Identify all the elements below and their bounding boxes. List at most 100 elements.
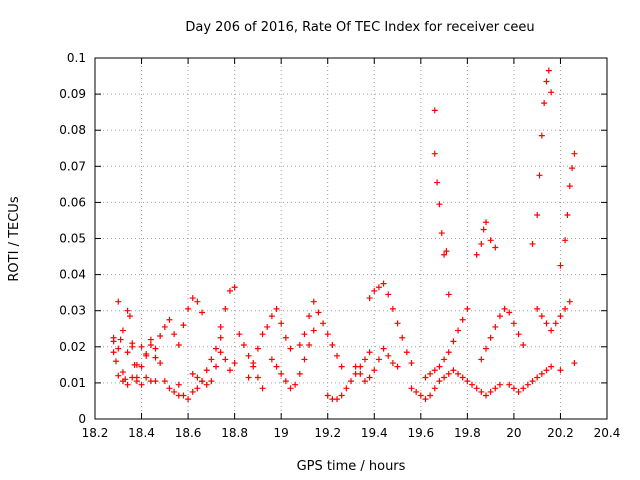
data-point <box>371 367 378 374</box>
data-point <box>287 345 294 352</box>
data-point <box>562 237 569 244</box>
data-point <box>515 331 522 338</box>
data-point <box>562 305 569 312</box>
data-point <box>273 363 280 370</box>
data-point <box>422 396 429 403</box>
data-point <box>422 374 429 381</box>
data-point <box>431 150 438 157</box>
data-point <box>329 341 336 348</box>
data-point <box>194 385 201 392</box>
data-point <box>166 316 173 323</box>
data-point <box>501 305 508 312</box>
data-point <box>282 334 289 341</box>
data-point <box>268 356 275 363</box>
x-tick-label: 20 <box>506 426 521 440</box>
data-point <box>171 388 178 395</box>
grid-lines <box>95 58 607 419</box>
data-point <box>175 341 182 348</box>
data-point <box>292 381 299 388</box>
data-point <box>157 360 164 367</box>
data-point <box>324 331 331 338</box>
data-point <box>119 327 126 334</box>
data-point <box>506 381 513 388</box>
data-point <box>161 323 168 330</box>
data-point <box>450 338 457 345</box>
data-point <box>427 392 434 399</box>
data-point <box>566 183 573 190</box>
y-tick-label: 0.1 <box>67 51 86 65</box>
data-point <box>231 360 238 367</box>
data-point <box>273 305 280 312</box>
data-point <box>434 179 441 186</box>
data-point <box>408 385 415 392</box>
x-tick-label: 20.4 <box>594 426 621 440</box>
data-point <box>301 331 308 338</box>
data-point <box>487 237 494 244</box>
data-point <box>213 345 220 352</box>
data-point <box>189 370 196 377</box>
data-point <box>506 309 513 316</box>
data-point <box>208 356 215 363</box>
data-point <box>352 363 359 370</box>
data-point <box>482 392 489 399</box>
y-tick-label: 0.01 <box>59 376 86 390</box>
data-point <box>413 388 420 395</box>
data-point <box>194 374 201 381</box>
data-point <box>436 378 443 385</box>
data-point <box>117 336 124 343</box>
data-point <box>138 363 145 370</box>
data-point <box>515 388 522 395</box>
x-axis-tick-labels: 18.2 18.4 18.6 18.8 19 19.2 19.4 19.6 19.8 20 20.2… <box>82 426 621 440</box>
data-point <box>427 370 434 377</box>
data-point <box>473 385 480 392</box>
data-point <box>464 378 471 385</box>
data-point <box>385 352 392 359</box>
data-point <box>473 251 480 258</box>
data-point <box>147 341 154 348</box>
data-point <box>534 374 541 381</box>
x-tick-label: 18.2 <box>82 426 109 440</box>
data-point <box>480 226 487 233</box>
data-point <box>380 345 387 352</box>
data-point <box>315 309 322 316</box>
data-point <box>380 280 387 287</box>
data-point <box>119 378 126 385</box>
data-point <box>403 349 410 356</box>
data-point <box>138 343 145 350</box>
data-point <box>482 345 489 352</box>
data-point <box>478 240 485 247</box>
data-point <box>124 381 131 388</box>
data-point <box>529 378 536 385</box>
data-point <box>310 327 317 334</box>
data-point <box>441 374 448 381</box>
data-point <box>394 320 401 327</box>
data-point <box>338 392 345 399</box>
data-point <box>520 341 527 348</box>
data-point <box>110 334 117 341</box>
data-point <box>254 374 261 381</box>
data-point <box>436 363 443 370</box>
data-point <box>385 291 392 298</box>
data-point <box>287 385 294 392</box>
data-point <box>147 336 154 343</box>
data-point <box>250 360 257 367</box>
data-point <box>459 316 466 323</box>
data-point <box>534 212 541 219</box>
data-point <box>459 374 466 381</box>
data-point <box>199 309 206 316</box>
data-point <box>115 345 122 352</box>
data-point <box>366 374 373 381</box>
data-point <box>469 381 476 388</box>
data-point <box>538 313 545 320</box>
data-point <box>487 334 494 341</box>
data-point <box>296 341 303 348</box>
data-point <box>175 381 182 388</box>
x-tick-label: 18.8 <box>221 426 248 440</box>
data-point <box>436 201 443 208</box>
y-tick-label: 0.05 <box>59 232 86 246</box>
data-point <box>557 262 564 269</box>
data-point <box>492 323 499 330</box>
data-point <box>548 327 555 334</box>
data-point <box>334 352 341 359</box>
